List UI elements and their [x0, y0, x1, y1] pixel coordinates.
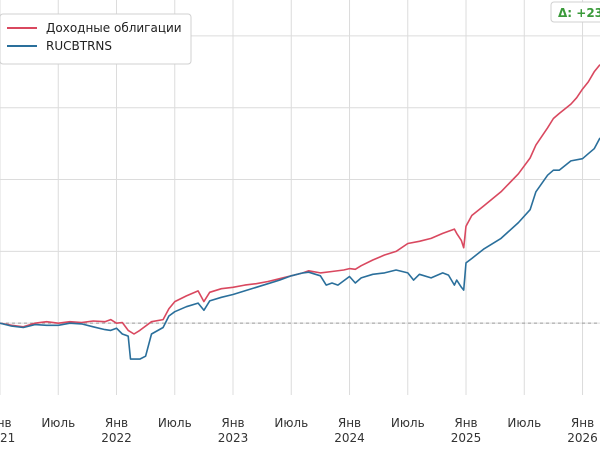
x-axis-ticks: Янв2021ИюльЯнв2022ИюльЯнв2023ИюльЯнв2024…: [0, 416, 598, 445]
x-tick-year-8: 2025: [451, 431, 482, 445]
legend-label-rucbtrns: RUCBTRNS: [46, 39, 112, 53]
x-tick-month-1: Июль: [41, 416, 75, 430]
x-tick-month-5: Июль: [274, 416, 308, 430]
grid: [0, 0, 600, 395]
x-tick-year-4: 2023: [218, 431, 249, 445]
legend-box: [0, 13, 192, 65]
x-tick-month-10: Янв: [571, 416, 594, 430]
x-tick-month-2: Янв: [105, 416, 128, 430]
x-tick-year-0: 2021: [0, 431, 15, 445]
legend: Доходные облигации RUCBTRNS: [0, 13, 192, 65]
x-tick-month-0: Янв: [0, 416, 12, 430]
x-tick-month-3: Июль: [158, 416, 192, 430]
x-tick-month-7: Июль: [391, 416, 425, 430]
delta-annotation-box: [550, 1, 600, 23]
series-line-1: [0, 137, 600, 360]
delta-annotation: Δ: +23: [550, 1, 600, 23]
x-tick-month-8: Янв: [454, 416, 477, 430]
legend-label-dokhodnye-obligatsii: Доходные облигации: [46, 21, 182, 35]
x-tick-month-9: Июль: [507, 416, 541, 430]
x-tick-month-4: Янв: [221, 416, 244, 430]
x-tick-month-6: Янв: [338, 416, 361, 430]
x-tick-year-6: 2024: [334, 431, 365, 445]
delta-annotation-text: Δ: +23: [558, 6, 600, 20]
x-tick-year-10: 2026: [567, 431, 598, 445]
series-line-0: [0, 64, 600, 335]
series-lines: [0, 64, 600, 360]
x-tick-year-2: 2022: [101, 431, 132, 445]
